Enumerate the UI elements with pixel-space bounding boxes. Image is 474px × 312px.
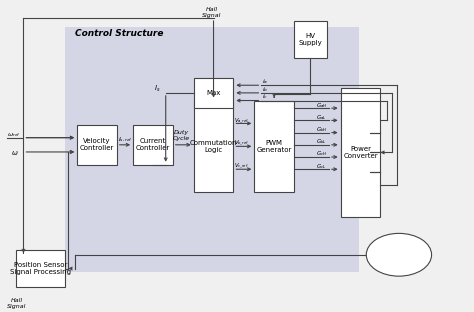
Text: $i_b$: $i_b$ bbox=[262, 85, 269, 94]
Bar bbox=[65, 27, 359, 271]
Text: $G_{bH}$: $G_{bH}$ bbox=[316, 125, 328, 134]
Circle shape bbox=[366, 233, 432, 276]
Bar bbox=[255, 100, 294, 192]
Text: Velocity
Controller: Velocity Controller bbox=[80, 138, 114, 151]
Text: $G_{bL}$: $G_{bL}$ bbox=[316, 137, 327, 146]
Text: $V_{c\_ref}$: $V_{c\_ref}$ bbox=[234, 162, 249, 170]
Text: $\omega$: $\omega$ bbox=[11, 149, 18, 157]
Text: $G_{aH}$: $G_{aH}$ bbox=[316, 101, 328, 110]
Text: $V_{a\_ref}$: $V_{a\_ref}$ bbox=[234, 116, 249, 124]
Text: Hall
Signal: Hall Signal bbox=[202, 7, 221, 17]
Text: Commutation
Logic: Commutation Logic bbox=[190, 140, 237, 153]
Text: $I_{s,ref}$: $I_{s,ref}$ bbox=[118, 136, 133, 144]
Text: $G_{cH}$: $G_{cH}$ bbox=[316, 149, 328, 158]
Bar bbox=[77, 125, 117, 165]
Text: HV
Supply: HV Supply bbox=[299, 33, 322, 46]
Text: $i_a$: $i_a$ bbox=[262, 77, 268, 86]
Text: Max: Max bbox=[206, 90, 221, 96]
Text: Current
Controller: Current Controller bbox=[136, 138, 170, 151]
Text: $V_{b\_ref}$: $V_{b\_ref}$ bbox=[234, 139, 250, 147]
Bar bbox=[194, 78, 233, 108]
Text: $G_{aL}$: $G_{aL}$ bbox=[316, 113, 327, 122]
Text: $I_s$: $I_s$ bbox=[154, 83, 161, 94]
Text: Position Sensor
Signal Processing: Position Sensor Signal Processing bbox=[10, 262, 72, 275]
Text: Hall
Signal: Hall Signal bbox=[7, 298, 27, 309]
Bar bbox=[17, 250, 65, 287]
Text: PWM
Generator: PWM Generator bbox=[256, 140, 292, 153]
Bar bbox=[341, 88, 380, 217]
Bar bbox=[133, 125, 173, 165]
Text: Power
Converter: Power Converter bbox=[343, 146, 378, 159]
Bar bbox=[294, 21, 327, 58]
Text: Control Structure: Control Structure bbox=[75, 29, 163, 38]
Text: Duty
Cycle: Duty Cycle bbox=[173, 130, 190, 141]
Text: $G_{cL}$: $G_{cL}$ bbox=[316, 162, 327, 171]
Text: $i_c$: $i_c$ bbox=[262, 92, 268, 101]
Bar bbox=[194, 100, 233, 192]
Text: $\omega_{ref}$: $\omega_{ref}$ bbox=[7, 131, 21, 139]
Text: Brushless
DC Motor: Brushless DC Motor bbox=[384, 249, 414, 260]
